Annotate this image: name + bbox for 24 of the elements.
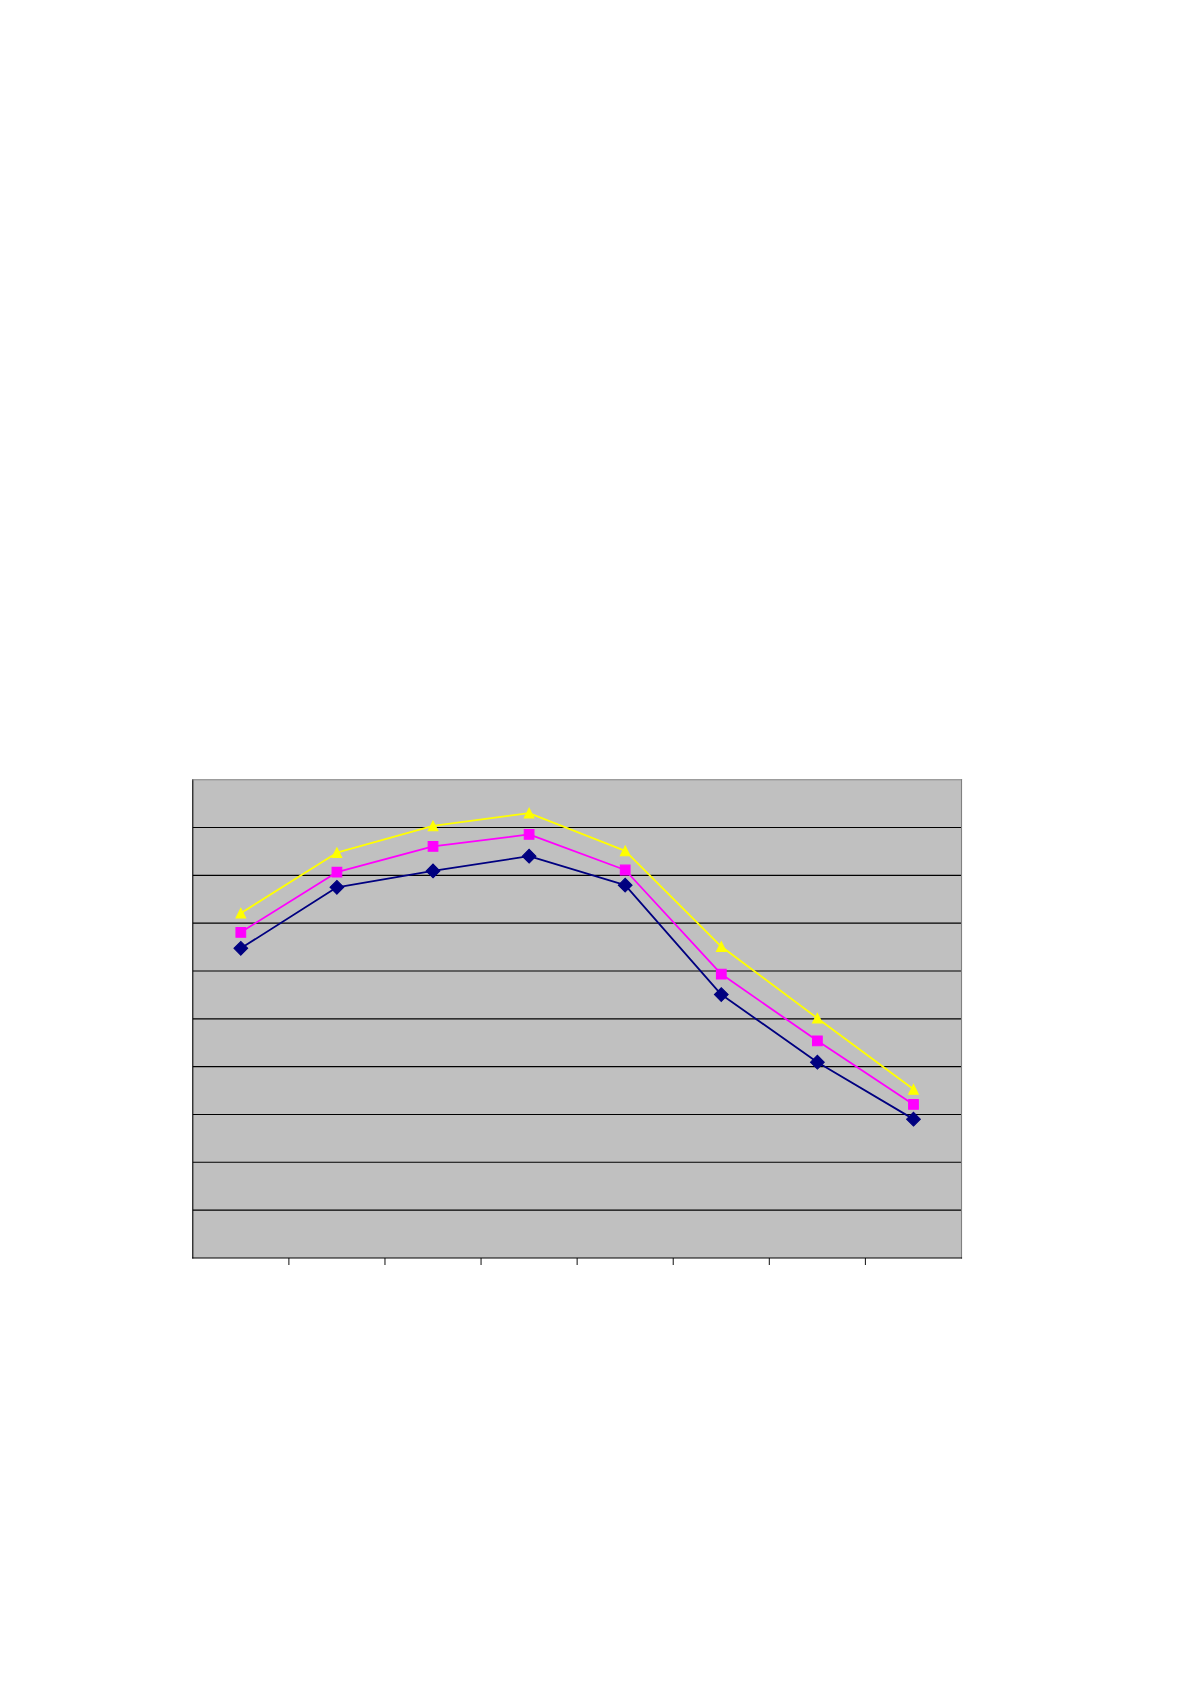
point (233, 940, 249, 956)
point (906, 1111, 921, 1127)
point (713, 987, 729, 1002)
point (425, 863, 441, 879)
point (329, 879, 345, 895)
point (523, 829, 535, 840)
point (812, 1012, 823, 1024)
point (812, 1035, 823, 1047)
point (427, 820, 439, 832)
point (715, 941, 727, 952)
point (521, 848, 537, 864)
point (619, 864, 631, 876)
point (235, 907, 247, 919)
point (235, 926, 247, 938)
point (908, 1099, 919, 1110)
point (331, 847, 343, 859)
point (523, 807, 535, 819)
point (331, 866, 343, 878)
point (427, 841, 439, 852)
point (908, 1083, 919, 1095)
point (809, 1054, 825, 1070)
point (619, 845, 631, 857)
point (715, 968, 727, 980)
point (617, 877, 633, 893)
